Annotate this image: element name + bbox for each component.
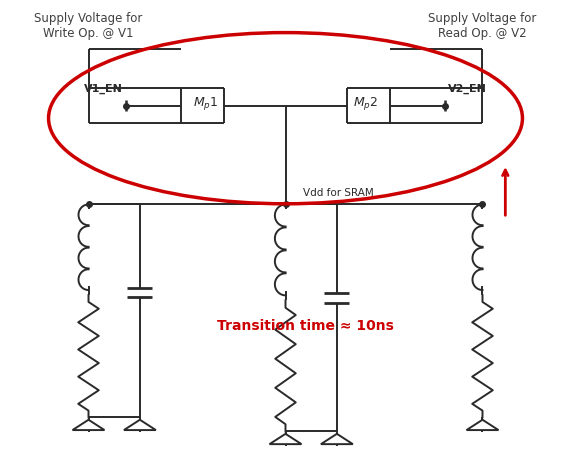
- Text: V2_EN: V2_EN: [448, 83, 487, 94]
- Text: Supply Voltage for
Write Op. @ V1: Supply Voltage for Write Op. @ V1: [34, 12, 143, 40]
- Text: Transition time ≈ 10ns: Transition time ≈ 10ns: [217, 319, 394, 333]
- Text: V1_EN: V1_EN: [84, 83, 123, 94]
- Text: $M_p$1: $M_p$1: [193, 95, 218, 112]
- Text: Supply Voltage for
Read Op. @ V2: Supply Voltage for Read Op. @ V2: [428, 12, 537, 40]
- Text: $M_p$2: $M_p$2: [353, 95, 378, 112]
- Text: Vdd for SRAM: Vdd for SRAM: [303, 189, 373, 198]
